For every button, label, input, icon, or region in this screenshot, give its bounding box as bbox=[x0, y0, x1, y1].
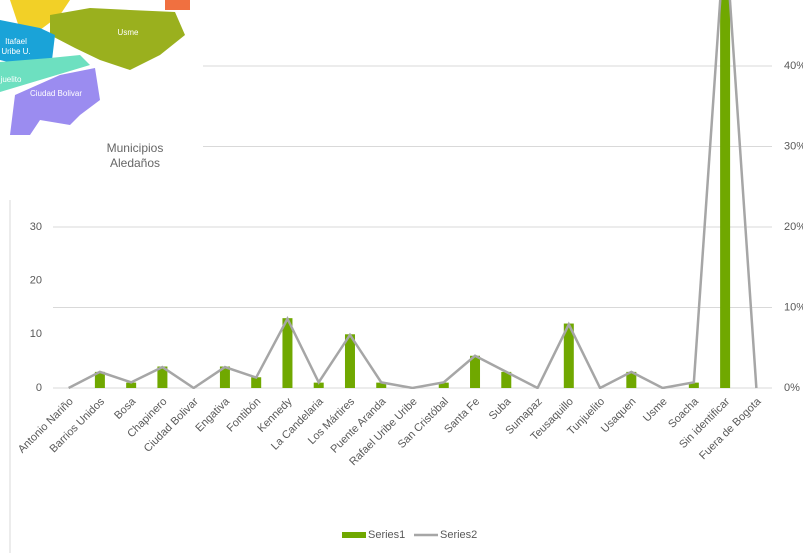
map-label: Itafael bbox=[5, 37, 27, 46]
x-tick-label: Puente Aranda bbox=[328, 395, 389, 456]
y2-tick-label: 30% bbox=[784, 140, 803, 152]
map-label: juelito bbox=[0, 75, 22, 84]
y-tick-label: 20 bbox=[30, 274, 42, 286]
y2-tick-label: 10% bbox=[784, 301, 803, 313]
bar bbox=[626, 371, 637, 388]
y2-tick-label: 0% bbox=[784, 382, 800, 394]
y-tick-label: 30 bbox=[30, 221, 42, 233]
bar bbox=[219, 366, 230, 388]
legend-label: Series1 bbox=[368, 529, 405, 541]
y-tick-label: 10 bbox=[30, 328, 42, 340]
bar bbox=[563, 323, 574, 388]
x-tick-label: Ciudad Bolivar bbox=[142, 395, 201, 454]
x-tick-label: Usme bbox=[641, 396, 670, 425]
bar bbox=[720, 0, 731, 389]
bar bbox=[282, 318, 293, 388]
bar bbox=[251, 377, 262, 388]
map-label: Usme bbox=[118, 28, 139, 37]
x-tick-label: Usaquen bbox=[599, 396, 639, 436]
map-title: Municipios bbox=[107, 141, 164, 155]
line bbox=[68, 0, 758, 389]
x-tick-label: Antonio Nariño bbox=[16, 396, 76, 456]
x-tick-label: Bosa bbox=[112, 395, 139, 422]
bar bbox=[313, 382, 324, 388]
bar bbox=[94, 371, 105, 388]
y2-tick-label: 40% bbox=[784, 60, 803, 72]
bar bbox=[501, 371, 512, 388]
y-tick-label: 0 bbox=[36, 382, 42, 394]
map-title: Aledaños bbox=[110, 156, 160, 170]
legend-label: Series2 bbox=[440, 529, 477, 541]
bar bbox=[344, 334, 355, 388]
bar bbox=[157, 366, 168, 388]
bar bbox=[438, 382, 449, 388]
bar bbox=[126, 382, 137, 388]
bar bbox=[688, 382, 699, 388]
bar bbox=[470, 355, 481, 388]
map: Usme Itafael Uribe U. juelito Ciudad Bol… bbox=[0, 0, 203, 196]
map-label: Ciudad Bolivar bbox=[30, 89, 82, 98]
bar bbox=[376, 382, 387, 388]
x-tick-label: Barrios Unidos bbox=[48, 395, 108, 455]
legend-swatch bbox=[342, 532, 366, 538]
map-label: Uribe U. bbox=[1, 47, 30, 56]
y2-tick-label: 20% bbox=[784, 221, 803, 233]
x-tick-label: Suba bbox=[487, 395, 514, 422]
